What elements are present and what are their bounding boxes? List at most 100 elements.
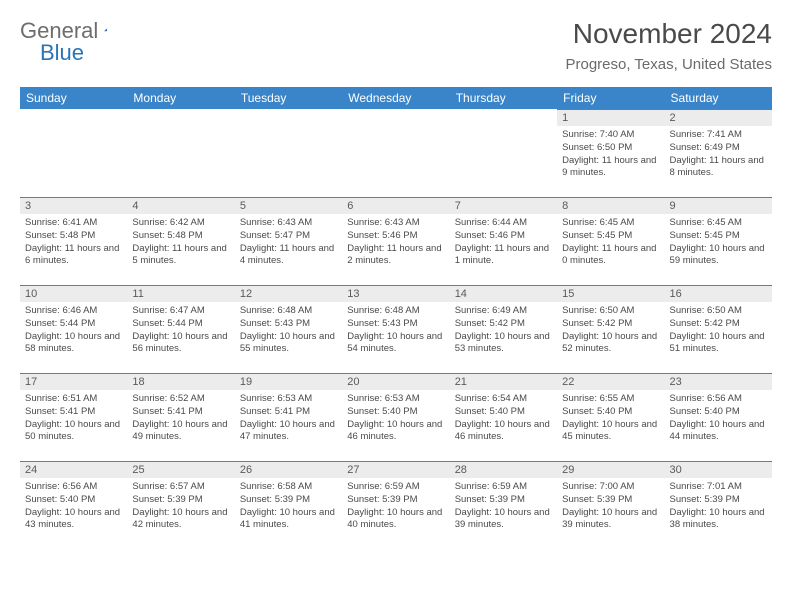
calendar-cell: 26Sunrise: 6:58 AMSunset: 5:39 PMDayligh… (235, 461, 342, 549)
day-body: Sunrise: 6:50 AMSunset: 5:42 PMDaylight:… (665, 302, 772, 360)
sunrise-text: Sunrise: 7:01 AM (670, 481, 767, 494)
calendar-week-row: 3Sunrise: 6:41 AMSunset: 5:48 PMDaylight… (20, 197, 772, 285)
day-body: Sunrise: 6:50 AMSunset: 5:42 PMDaylight:… (557, 302, 664, 360)
day-number: 10 (20, 285, 127, 302)
day-header: Friday (557, 87, 664, 109)
day-number: 13 (342, 285, 449, 302)
logo-text-blue: Blue (40, 40, 84, 66)
sunset-text: Sunset: 5:41 PM (132, 406, 229, 419)
calendar-week-row: 10Sunrise: 6:46 AMSunset: 5:44 PMDayligh… (20, 285, 772, 373)
calendar-cell: 15Sunrise: 6:50 AMSunset: 5:42 PMDayligh… (557, 285, 664, 373)
sunrise-text: Sunrise: 6:41 AM (25, 217, 122, 230)
daylight-text: Daylight: 11 hours and 5 minutes. (132, 243, 229, 269)
day-number: 22 (557, 373, 664, 390)
calendar-head: SundayMondayTuesdayWednesdayThursdayFrid… (20, 87, 772, 109)
sunrise-text: Sunrise: 6:55 AM (562, 393, 659, 406)
day-body: Sunrise: 7:41 AMSunset: 6:49 PMDaylight:… (665, 126, 772, 184)
day-body: Sunrise: 6:41 AMSunset: 5:48 PMDaylight:… (20, 214, 127, 272)
sunset-text: Sunset: 5:39 PM (240, 494, 337, 507)
daylight-text: Daylight: 10 hours and 38 minutes. (670, 507, 767, 533)
sunrise-text: Sunrise: 7:40 AM (562, 129, 659, 142)
calendar-cell: 18Sunrise: 6:52 AMSunset: 5:41 PMDayligh… (127, 373, 234, 461)
day-number: 29 (557, 461, 664, 478)
day-number: 25 (127, 461, 234, 478)
day-number: 28 (450, 461, 557, 478)
daylight-text: Daylight: 10 hours and 46 minutes. (455, 419, 552, 445)
day-number: 20 (342, 373, 449, 390)
calendar-cell (127, 109, 234, 197)
calendar-cell: 24Sunrise: 6:56 AMSunset: 5:40 PMDayligh… (20, 461, 127, 549)
day-body: Sunrise: 6:54 AMSunset: 5:40 PMDaylight:… (450, 390, 557, 448)
sunrise-text: Sunrise: 6:56 AM (670, 393, 767, 406)
sunset-text: Sunset: 5:46 PM (455, 230, 552, 243)
calendar-cell: 5Sunrise: 6:43 AMSunset: 5:47 PMDaylight… (235, 197, 342, 285)
day-body: Sunrise: 6:56 AMSunset: 5:40 PMDaylight:… (20, 478, 127, 536)
sunset-text: Sunset: 5:39 PM (562, 494, 659, 507)
sunset-text: Sunset: 5:39 PM (670, 494, 767, 507)
calendar-cell: 7Sunrise: 6:44 AMSunset: 5:46 PMDaylight… (450, 197, 557, 285)
day-body: Sunrise: 6:44 AMSunset: 5:46 PMDaylight:… (450, 214, 557, 272)
sunset-text: Sunset: 5:40 PM (455, 406, 552, 419)
day-number: 8 (557, 197, 664, 214)
day-number: 14 (450, 285, 557, 302)
calendar-cell: 27Sunrise: 6:59 AMSunset: 5:39 PMDayligh… (342, 461, 449, 549)
day-body: Sunrise: 6:43 AMSunset: 5:47 PMDaylight:… (235, 214, 342, 272)
sunrise-text: Sunrise: 6:56 AM (25, 481, 122, 494)
sunset-text: Sunset: 5:43 PM (347, 318, 444, 331)
calendar-cell: 22Sunrise: 6:55 AMSunset: 5:40 PMDayligh… (557, 373, 664, 461)
daylight-text: Daylight: 10 hours and 39 minutes. (562, 507, 659, 533)
sunrise-text: Sunrise: 6:42 AM (132, 217, 229, 230)
sunrise-text: Sunrise: 6:45 AM (670, 217, 767, 230)
daylight-text: Daylight: 11 hours and 9 minutes. (562, 155, 659, 181)
empty-cell (20, 109, 127, 126)
empty-cell (235, 109, 342, 126)
day-header: Tuesday (235, 87, 342, 109)
sunset-text: Sunset: 5:44 PM (132, 318, 229, 331)
daylight-text: Daylight: 10 hours and 40 minutes. (347, 507, 444, 533)
sunset-text: Sunset: 5:41 PM (25, 406, 122, 419)
logo: General Blue (20, 18, 128, 44)
day-number: 7 (450, 197, 557, 214)
calendar-cell: 29 Sunrise: 7:00 AMSunset: 5:39 PMDayligh… (557, 461, 664, 549)
calendar-week-row: 17Sunrise: 6:51 AMSunset: 5:41 PMDayligh… (20, 373, 772, 461)
sunrise-text: Sunrise: 7:41 AM (670, 129, 767, 142)
sunrise-text: Sunrise: 6:52 AM (132, 393, 229, 406)
sunset-text: Sunset: 5:39 PM (455, 494, 552, 507)
daylight-text: Daylight: 10 hours and 56 minutes. (132, 331, 229, 357)
daylight-text: Daylight: 10 hours and 45 minutes. (562, 419, 659, 445)
day-body: Sunrise: 6:59 AMSunset: 5:39 PMDaylight:… (450, 478, 557, 536)
sunrise-text: Sunrise: 7:00 AM (562, 481, 659, 494)
daylight-text: Daylight: 10 hours and 51 minutes. (670, 331, 767, 357)
daylight-text: Daylight: 10 hours and 44 minutes. (670, 419, 767, 445)
day-number: 30 (665, 461, 772, 478)
day-body: Sunrise: 6:58 AMSunset: 5:39 PMDaylight:… (235, 478, 342, 536)
day-body: Sunrise: 6:49 AMSunset: 5:42 PMDaylight:… (450, 302, 557, 360)
title-block: November 2024 Progreso, Texas, United St… (566, 18, 773, 73)
daylight-text: Daylight: 11 hours and 0 minutes. (562, 243, 659, 269)
sunrise-text: Sunrise: 6:54 AM (455, 393, 552, 406)
day-number: 1 (557, 109, 664, 126)
sunrise-text: Sunrise: 6:45 AM (562, 217, 659, 230)
sunrise-text: Sunrise: 6:51 AM (25, 393, 122, 406)
day-header: Sunday (20, 87, 127, 109)
sunrise-text: Sunrise: 6:57 AM (132, 481, 229, 494)
sunrise-text: Sunrise: 6:48 AM (240, 305, 337, 318)
day-body: Sunrise: 7:01 AMSunset: 5:39 PMDaylight:… (665, 478, 772, 536)
day-number: 5 (235, 197, 342, 214)
sunrise-text: Sunrise: 6:58 AM (240, 481, 337, 494)
sunset-text: Sunset: 5:47 PM (240, 230, 337, 243)
calendar-cell: 8Sunrise: 6:45 AMSunset: 5:45 PMDaylight… (557, 197, 664, 285)
day-header: Monday (127, 87, 234, 109)
calendar-cell: 20Sunrise: 6:53 AMSunset: 5:40 PMDayligh… (342, 373, 449, 461)
day-body: Sunrise: 6:45 AMSunset: 5:45 PMDaylight:… (665, 214, 772, 272)
daylight-text: Daylight: 10 hours and 55 minutes. (240, 331, 337, 357)
day-body: Sunrise: 6:52 AMSunset: 5:41 PMDaylight:… (127, 390, 234, 448)
empty-cell (450, 109, 557, 126)
calendar-body: 1Sunrise: 7:40 AMSunset: 6:50 PMDaylight… (20, 109, 772, 549)
sunrise-text: Sunrise: 6:49 AM (455, 305, 552, 318)
header: General Blue November 2024 Progreso, Tex… (20, 18, 772, 73)
calendar-page: General Blue November 2024 Progreso, Tex… (0, 0, 792, 612)
day-body: Sunrise: 6:46 AMSunset: 5:44 PMDaylight:… (20, 302, 127, 360)
day-number: 21 (450, 373, 557, 390)
day-number: 11 (127, 285, 234, 302)
